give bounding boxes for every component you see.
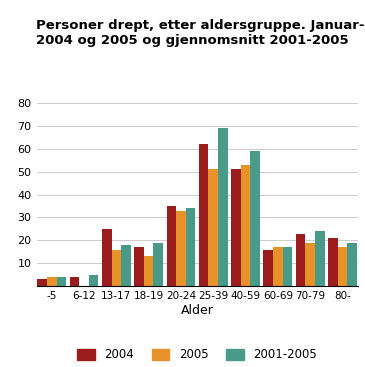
Bar [208,169,218,286]
Bar [306,243,315,286]
Bar [199,144,208,286]
Bar [37,279,47,286]
Bar [57,277,66,286]
Bar [218,128,228,286]
Bar [328,238,338,286]
Bar [338,247,347,286]
Bar [296,233,306,286]
Bar [112,250,121,286]
Bar [102,229,112,286]
Bar [186,208,195,286]
Bar [144,257,153,286]
Bar [47,277,57,286]
Bar [153,243,163,286]
Bar [231,169,241,286]
Bar [89,275,99,286]
Legend: 2004, 2005, 2001-2005: 2004, 2005, 2001-2005 [72,344,322,366]
Bar [264,250,273,286]
Bar [134,247,144,286]
Bar [347,243,357,286]
Bar [70,277,79,286]
Bar [166,206,176,286]
Bar [176,211,186,286]
Bar [241,165,250,286]
Bar [250,151,260,286]
Bar [273,247,283,286]
Bar [283,247,292,286]
Bar [121,245,131,286]
Bar [315,231,324,286]
X-axis label: Alder: Alder [181,304,214,317]
Text: Personer drept, etter aldersgruppe. Januar-desember.
2004 og 2005 og gjennomsnit: Personer drept, etter aldersgruppe. Janu… [36,19,365,47]
